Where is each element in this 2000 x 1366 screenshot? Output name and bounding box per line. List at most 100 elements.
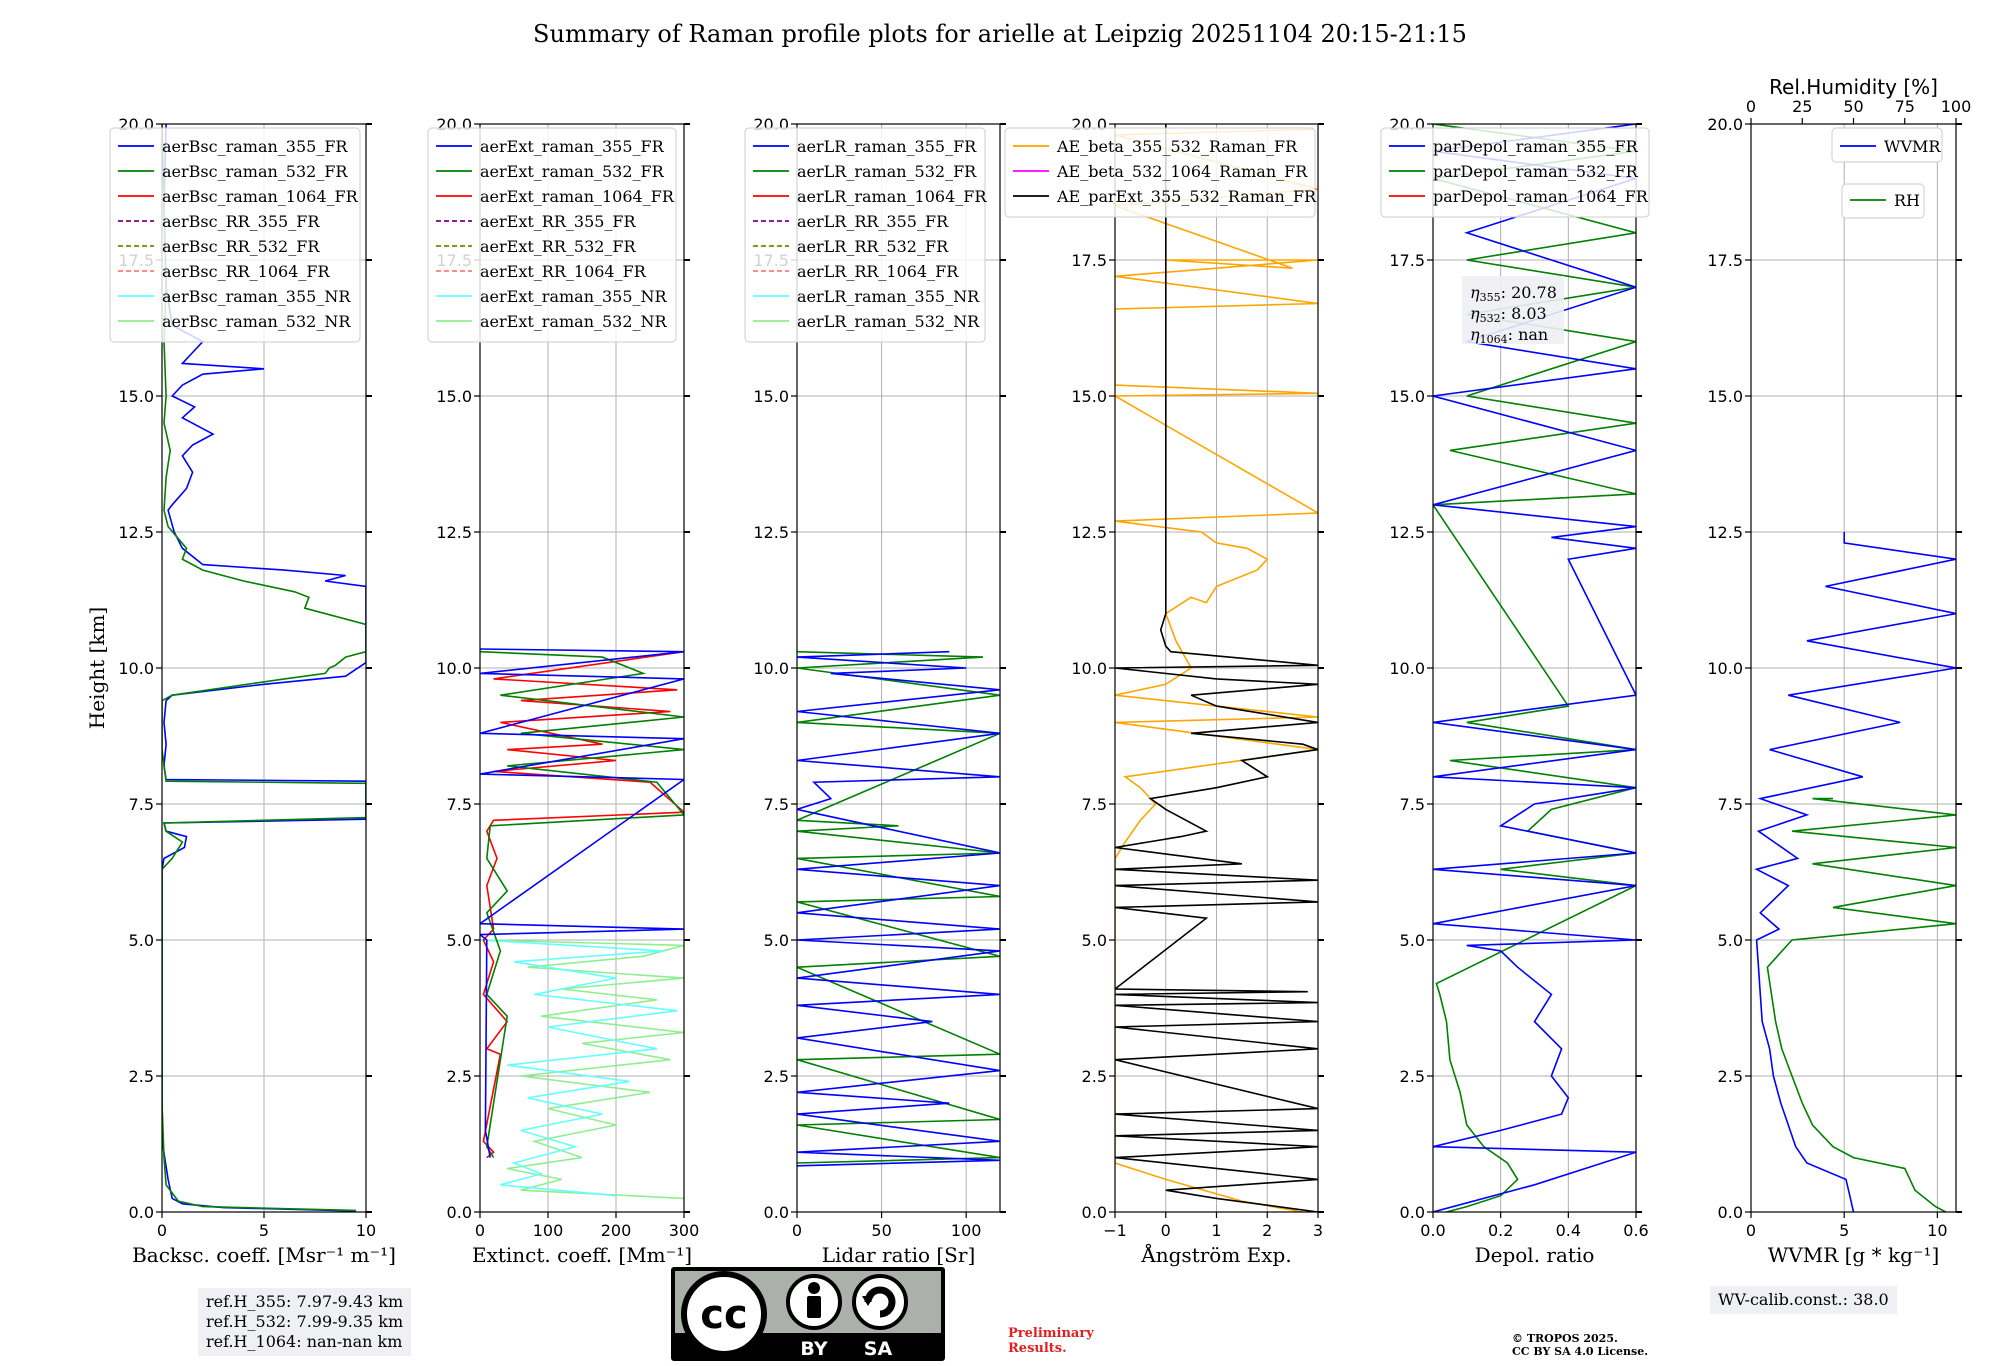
x-tick-label: 10 [356,1221,376,1240]
top-x-tick-label: 100 [1941,97,1972,116]
y-tick-label: 0.0 [1718,1203,1743,1222]
y-tick-label: 15.0 [118,387,154,406]
legend-label: aerExt_raman_532_NR [480,312,668,331]
reference-height-box: ref.H_355: 7.97-9.43 km ref.H_532: 7.99-… [198,1288,412,1356]
y-tick-label: 7.5 [1400,795,1425,814]
x-tick-label: 0.0 [1420,1221,1445,1240]
top-x-tick-label: 75 [1895,97,1915,116]
cc-license-badge: cc BY SA [670,1266,946,1366]
y-tick-label: 2.5 [447,1067,472,1086]
y-tick-label: 2.5 [764,1067,789,1086]
y-tick-label: 15.0 [753,387,789,406]
y-tick-label: 0.0 [447,1203,472,1222]
series-RH [1766,797,1956,1212]
series-aerExt_raman_355_NR [480,939,678,1197]
y-tick-label: 12.5 [1707,523,1743,542]
y-tick-label: 20.0 [1707,115,1743,134]
y-tick-label: 10.0 [436,659,472,678]
y-tick-label: 10.0 [1389,659,1425,678]
legend-label: aerBsc_RR_355_FR [162,212,320,231]
x-tick-label: 0 [1161,1221,1171,1240]
series-aerExt_raman_355_FR [480,648,684,1158]
x-axis-label: Lidar ratio [Sr] [822,1243,976,1267]
y-tick-label: 17.5 [1389,251,1425,270]
y-tick-label: 10.0 [118,659,154,678]
y-tick-label: 5.0 [1400,931,1425,950]
legend-label: aerBsc_raman_355_NR [162,287,351,306]
legend-label: aerBsc_RR_532_FR [162,237,320,256]
preliminary-note: Preliminary Results. [1008,1326,1094,1356]
legend-label: aerExt_raman_532_FR [480,162,665,181]
y-tick-label: 0.0 [1082,1203,1107,1222]
wv-calib-text: WV-calib.const.: 38.0 [1718,1290,1889,1309]
x-tick-label: 100 [533,1221,564,1240]
y-tick-label: 15.0 [1071,387,1107,406]
x-tick-label: 5 [259,1221,269,1240]
ref-height-532: ref.H_532: 7.99-9.35 km [206,1312,404,1331]
x-tick-label: 2 [1262,1221,1272,1240]
cc-circle-icon [681,1271,767,1357]
top-x-tick-label: 0 [1746,97,1756,116]
x-tick-label: 0 [1746,1221,1756,1240]
preliminary-line-2: Results. [1008,1341,1067,1356]
legend-label: WVMR [1884,137,1941,156]
y-tick-label: 15.0 [1707,387,1743,406]
x-tick-label: 0 [792,1221,802,1240]
legend-label: AE_beta_532_1064_Raman_FR [1056,162,1308,181]
by-label: BY [800,1338,827,1360]
legend-label: aerLR_RR_355_FR [797,212,949,231]
y-tick-label: 15.0 [436,387,472,406]
y-tick-label: 5.0 [764,931,789,950]
panel-depol: 0.0 0.2 0.4 0.6 0.0 2.5 5.0 7.5 10.0 12.5 15.0 17.5… [1380,115,1650,1267]
copyright-line-1: © TROPOS 2025. [1512,1332,1618,1345]
top-x-tick-label: 25 [1792,97,1812,116]
sa-label: SA [864,1338,893,1360]
legend-wvmr: WVMR [1831,127,1943,163]
legend-label: parDepol_raman_355_FR [1433,137,1639,156]
x-axis-label: Ångström Exp. [1140,1242,1291,1267]
legend-label: aerLR_RR_1064_FR [797,262,959,281]
panel-ext: 01002003000.02.55.07.510.012.515.017.520… [427,115,700,1267]
y-tick-label: 7.5 [764,795,789,814]
legend-label: aerExt_RR_532_FR [480,237,637,256]
cc-mark: cc [700,1292,747,1338]
x-axis-label: Depol. ratio [1475,1243,1595,1267]
x-tick-label: 0.2 [1488,1221,1513,1240]
x-tick-label: 50 [871,1221,891,1240]
x-tick-label: 3 [1313,1221,1323,1240]
y-tick-label: 7.5 [1082,795,1107,814]
y-tick-label: 0.0 [1400,1203,1425,1222]
x-tick-label: 0 [157,1221,167,1240]
top-x-tick-label: 50 [1843,97,1863,116]
y-tick-label: 7.5 [1718,795,1743,814]
y-tick-label: 15.0 [1389,387,1425,406]
legend: aerExt_raman_355_FR aerExt_raman_532_FRae… [427,127,677,343]
panel-wv: 0 5 10 0.0 2.5 5.0 7.5 10.0 12.5 15.0 17.5 20.0 WVMR… [1707,75,1971,1267]
legend-label: aerExt_RR_355_FR [480,212,637,231]
x-tick-label: 1 [1211,1221,1221,1240]
y-tick-label: 5.0 [1082,931,1107,950]
legend-label: aerBsc_raman_532_FR [162,162,348,181]
preliminary-line-1: Preliminary [1008,1326,1094,1341]
series-WVMR [1754,532,1956,1212]
series-aerLR_raman_355_FR [797,650,1000,1167]
copyright-note: © TROPOS 2025. CC BY SA 4.0 License. [1512,1332,1648,1358]
y-tick-label: 10.0 [753,659,789,678]
series-aerExt_raman_532_FR [480,650,684,1159]
y-tick-label: 5.0 [447,931,472,950]
y-tick-label: 2.5 [1400,1067,1425,1086]
x-axis-label: Backsc. coeff. [Msr⁻¹ m⁻¹] [132,1243,396,1267]
legend-label: aerLR_raman_532_FR [797,162,977,181]
x-tick-label: 300 [669,1221,700,1240]
top-axis-label: Rel.Humidity [%] [1769,75,1938,99]
legend-label: aerExt_RR_1064_FR [480,262,647,281]
y-tick-label: 5.0 [1718,931,1743,950]
y-tick-label: 0.0 [764,1203,789,1222]
x-axis-label: Extinct. coeff. [Mm⁻¹] [472,1243,692,1267]
y-axis-label: Height [km] [85,607,109,729]
x-axis-label: WVMR [g * kg⁻¹] [1768,1243,1940,1267]
x-tick-label: 200 [601,1221,632,1240]
y-tick-label: 12.5 [753,523,789,542]
series-aerBsc_raman_355_FR [162,124,366,1212]
